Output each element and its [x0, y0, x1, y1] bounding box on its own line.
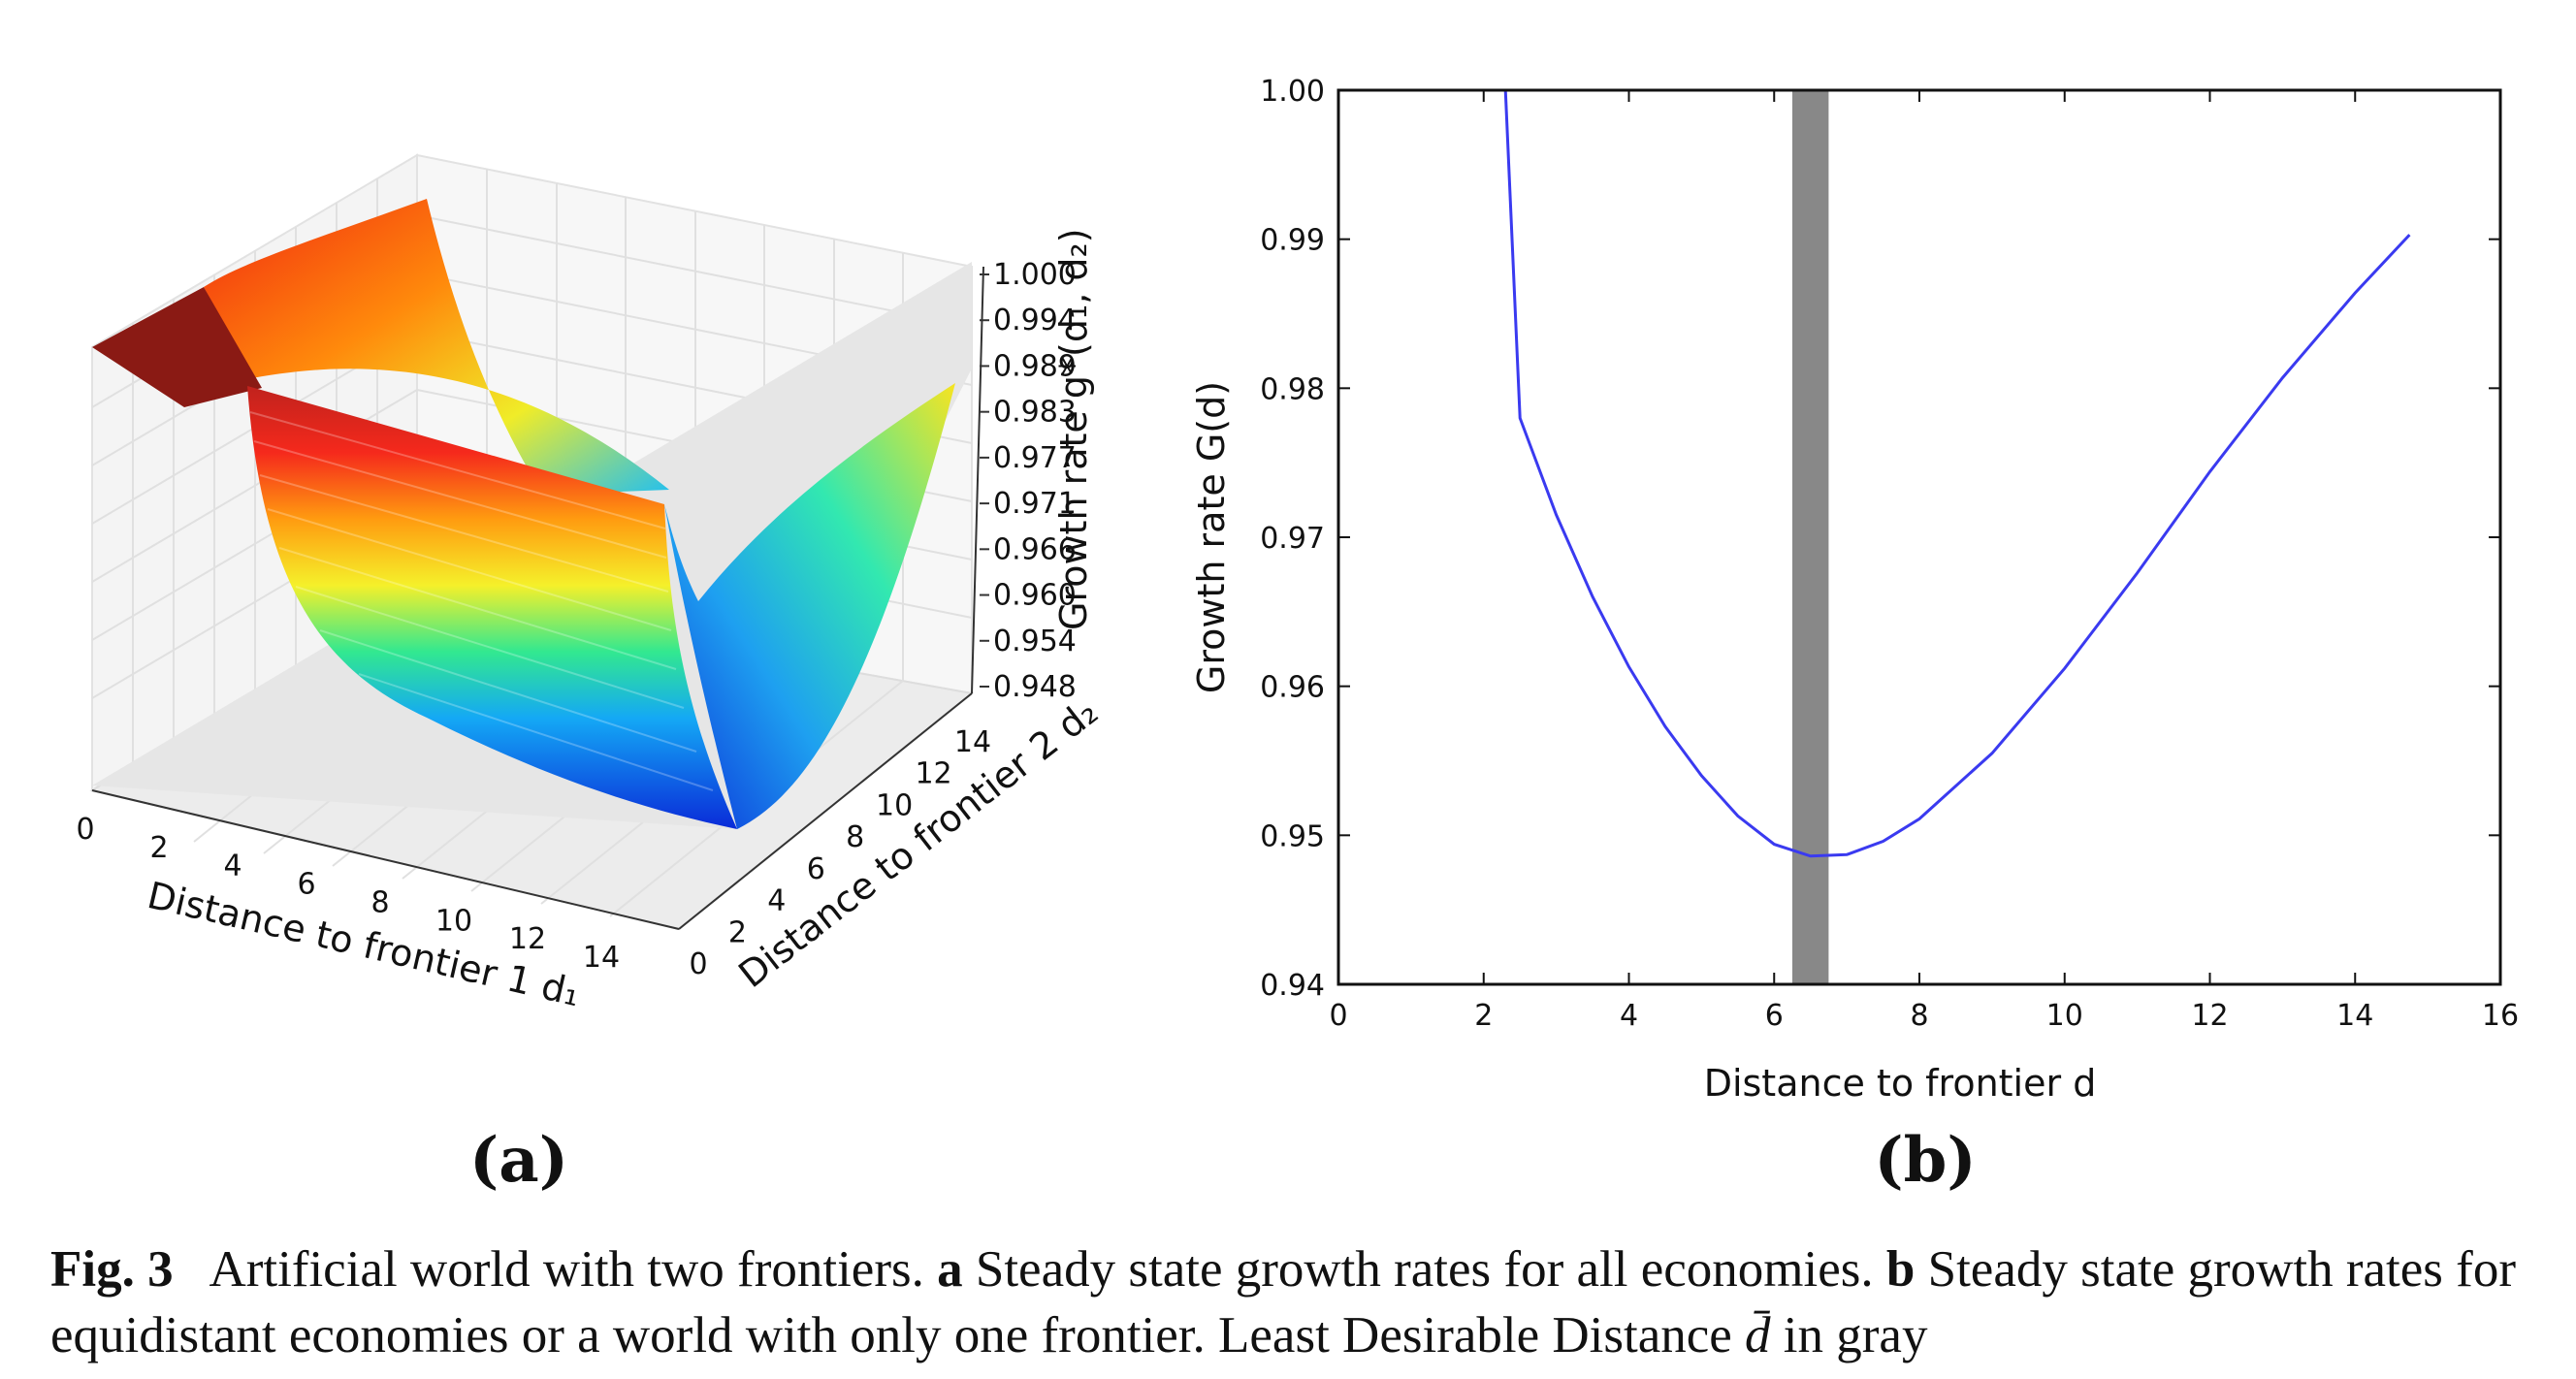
caption-text-1: Artificial world with two frontiers. — [209, 1241, 924, 1298]
z-tick-a: 0.954 — [993, 625, 1077, 658]
z-tick-a: 0.960 — [993, 579, 1077, 613]
x-ticks-b: 0 2 4 6 8 10 12 14 16 — [1329, 90, 2519, 1033]
y-tick-b: 0.94 — [1260, 969, 1325, 1003]
x-tick-a: 6 — [297, 868, 315, 902]
x-axis-line-a — [91, 789, 680, 930]
z-tick-a: 0.948 — [993, 670, 1077, 704]
x-tick-b: 0 — [1329, 999, 1347, 1033]
z-axis-label-a: Growth rate g*(d₁, d₂) — [1052, 228, 1095, 630]
y-tick-a: 2 — [728, 915, 747, 949]
x-tick-b: 2 — [1474, 999, 1493, 1033]
x-tick-b: 8 — [1910, 999, 1928, 1033]
z-tick-a: 0.983 — [993, 396, 1077, 430]
surface-front-sheet — [247, 386, 737, 829]
y-tick-a: 6 — [807, 852, 825, 886]
x-tick-b: 6 — [1765, 999, 1784, 1033]
caption-fig-label: Fig. 3 — [50, 1241, 174, 1298]
caption-d-bar: d̄ — [1745, 1307, 1771, 1363]
y-tick-a: 4 — [767, 884, 786, 918]
y-tick-a: 14 — [954, 725, 991, 759]
z-tick-a: 0.977 — [993, 441, 1077, 475]
surface-contour-bands — [249, 411, 714, 791]
x-tick-b: 10 — [2046, 999, 2083, 1033]
series-growth-rate-line — [1503, 89, 2411, 858]
y-tick-b: 0.97 — [1260, 522, 1325, 556]
y-tick-b: 1.00 — [1260, 75, 1325, 109]
y-tick-b: 0.95 — [1260, 819, 1325, 853]
caption-a-label: a — [937, 1241, 963, 1298]
y-axis-label-b: Growth rate G(d) — [1190, 381, 1233, 693]
caption-text-3: Steady state growth rates for equidistan… — [50, 1241, 2516, 1363]
x-tick-a: 10 — [435, 904, 472, 938]
z-tick-a: 0.994 — [993, 304, 1077, 337]
y-tick-a: 8 — [846, 820, 864, 854]
x-tick-a: 0 — [76, 813, 94, 847]
y-ticks-b: 0.94 0.95 0.96 0.97 0.98 0.99 1.00 — [1260, 75, 2500, 1003]
x-tick-b: 4 — [1620, 999, 1638, 1033]
caption-text-2: Steady state growth rates for all econom… — [975, 1241, 1874, 1298]
panel-label-b: (b) — [1874, 1124, 1976, 1197]
z-tick-a: 0.966 — [993, 532, 1077, 566]
z-tick-a: 0.971 — [993, 487, 1077, 521]
x-tick-b: 16 — [2482, 999, 2519, 1033]
x-ticks-a: 0 2 4 6 8 10 12 14 — [76, 813, 620, 975]
z-axis-line-a — [971, 266, 984, 694]
y-tick-a: 0 — [689, 947, 707, 981]
y-tick-b: 0.96 — [1260, 671, 1325, 705]
x-tick-a: 8 — [370, 885, 389, 919]
figure-caption: Fig. 3 Artificial world with two frontie… — [50, 1236, 2533, 1368]
x-tick-b: 14 — [2336, 999, 2373, 1033]
y-tick-b: 0.98 — [1260, 372, 1325, 406]
x-tick-a: 2 — [149, 831, 168, 865]
y-tick-a: 12 — [915, 757, 951, 791]
surface-back-ridge — [204, 199, 669, 495]
z-tick-a: 1.000 — [993, 258, 1077, 292]
surface-top-plateau — [92, 287, 262, 407]
x-tick-b: 12 — [2191, 999, 2228, 1033]
y-tick-b: 0.99 — [1260, 224, 1325, 258]
caption-text-4: in gray — [1783, 1307, 1928, 1363]
line-plot-b: 0 2 4 6 8 10 12 14 16 0.94 0.95 0.96 0.97 0.98 0.99 1.… — [1190, 75, 2519, 1197]
x-axis-label-b: Distance to frontier d — [1704, 1062, 2097, 1105]
z-tick-a: 0.989 — [993, 349, 1077, 383]
y-tick-a: 10 — [876, 788, 913, 822]
panel-label-a: (a) — [469, 1124, 568, 1197]
x-tick-a: 4 — [223, 850, 242, 883]
y-axis-line-a — [678, 692, 973, 930]
x-tick-a: 14 — [583, 941, 620, 975]
x-tick-a: 12 — [509, 922, 546, 956]
highlight-band-d-bar — [1791, 90, 1829, 984]
surface-right-sheet — [664, 383, 955, 829]
caption-b-label: b — [1885, 1241, 1916, 1298]
z-ticks-a: 1.000 0.994 0.989 0.983 0.977 0.971 0.966 0.960… — [980, 258, 1077, 704]
